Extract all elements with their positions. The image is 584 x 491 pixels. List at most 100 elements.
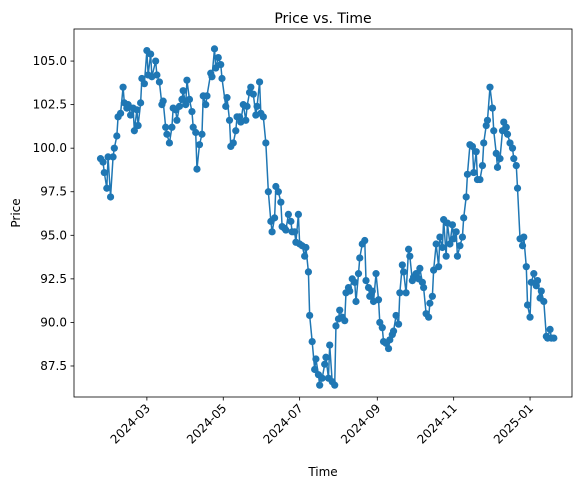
price-marker [468,142,477,151]
price-marker [242,116,250,124]
price-marker [282,226,290,234]
price-marker [119,83,127,91]
price-marker [398,261,406,269]
price-marker [268,228,276,236]
price-marker [331,381,339,389]
price-marker [262,139,270,147]
y-tick-label: 97.5 [40,185,67,199]
price-marker [294,210,302,218]
price-marker [130,127,138,135]
price-marker [249,90,257,98]
price-marker [192,128,200,137]
price-marker [530,270,538,278]
price-marker [450,235,458,243]
y-tick-label: 100.0 [33,141,67,155]
price-marker [103,184,111,192]
price-marker [155,78,164,86]
price-marker [291,228,299,236]
price-marker [462,193,470,201]
price-marker [472,148,480,156]
price-marker [264,188,272,196]
price-marker [229,139,237,147]
price-marker [442,252,450,260]
price-marker [124,101,132,109]
price-marker [526,313,534,321]
price-marker [225,116,234,124]
price-marker [179,87,187,95]
price-marker [550,334,558,342]
price-marker [284,210,292,218]
price-marker [503,130,512,138]
price-marker [430,266,438,274]
price-marker [304,268,313,276]
price-marker [159,97,167,105]
price-marker [99,158,107,166]
price-marker [425,313,433,321]
price-marker [106,193,115,201]
price-marker [490,127,498,135]
price-marker [435,263,443,271]
y-tick-label: 105.0 [33,54,67,68]
price-marker [301,252,309,260]
price-marker [420,283,428,292]
price-marker [140,80,148,88]
price-marker [214,53,222,62]
x-tick-label: 2024-11 [414,401,459,446]
price-marker [175,102,184,110]
price-marker [452,228,460,236]
axes-frame [73,28,573,398]
x-tick-label: 2024-09 [338,401,383,446]
price-marker [546,325,554,333]
price-marker [351,278,359,286]
price-marker [185,95,194,103]
price-marker [354,270,363,278]
price-marker [432,240,440,248]
price-marker [311,365,319,374]
price-marker [470,168,478,177]
x-tick-label: 2025-01 [491,401,536,446]
y-tick-label: 102.5 [33,98,67,112]
price-marker [402,289,410,297]
x-tick-label: 2024-05 [184,401,229,446]
price-marker [326,341,334,349]
x-tick-label: 2024-03 [108,401,153,446]
price-marker [336,306,344,314]
price-marker [202,101,210,109]
price-marker [399,268,408,276]
price-marker [527,278,535,286]
price-marker [480,139,488,147]
y-tick-label: 92.5 [40,272,67,286]
price-marker [486,83,494,91]
price-marker [341,317,349,325]
price-marker [188,107,196,116]
price-marker [518,242,527,250]
price-marker [162,123,170,131]
price-marker [523,301,532,309]
price-marker [308,337,316,346]
price-marker [182,101,190,109]
y-axis-label: Price [9,198,23,227]
price-marker [483,116,492,124]
price-marker [212,64,220,72]
price-marker [448,221,457,229]
price-marker [396,289,404,297]
price-marker [537,287,545,295]
price-marker [287,217,295,225]
price-marker [210,45,219,53]
price-marker [362,277,370,285]
price-marker [510,155,518,163]
price-marker [508,144,517,152]
price-marker [253,102,261,110]
price-marker [222,102,230,110]
price-marker [378,324,386,332]
price-marker [195,141,204,149]
price-marker [173,116,181,124]
price-marker [243,102,251,110]
price-marker [416,264,424,273]
price-marker [438,243,446,252]
price-marker [133,106,141,114]
price-marker [302,243,310,252]
price-marker [306,311,314,320]
price-marker [394,320,403,328]
